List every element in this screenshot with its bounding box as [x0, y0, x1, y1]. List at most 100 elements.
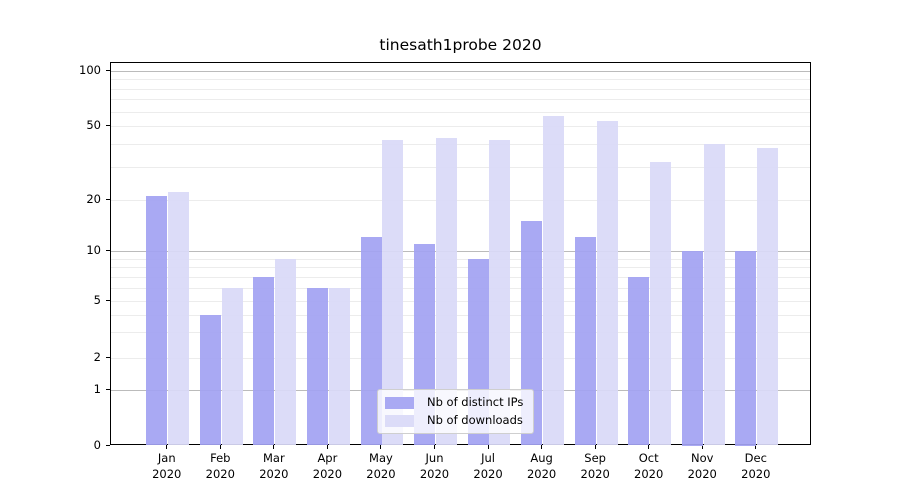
x-tick-label-month: Mar	[262, 451, 285, 465]
chart-title: tinesath1probe 2020	[379, 36, 542, 54]
x-tick-label: Dec 2020	[724, 450, 788, 482]
y-tick-mark	[106, 300, 110, 301]
x-tick-label-year: 2020	[687, 467, 717, 481]
x-tick-mark	[541, 445, 543, 449]
y-tick-mark	[106, 444, 110, 446]
x-tick-label-month: Dec	[744, 451, 767, 465]
x-tick-label: Jun 2020	[403, 450, 467, 482]
gridline-minor	[111, 332, 810, 334]
y-tick-label: 0	[93, 437, 101, 452]
x-tick-label-year: 2020	[741, 467, 771, 481]
gridline-minor	[111, 88, 810, 90]
gridline-minor	[111, 314, 810, 316]
x-tick-label-month: Sep	[584, 451, 606, 465]
legend-label-downloads: Nb of downloads	[427, 413, 523, 427]
x-tick-label-month: Jan	[157, 451, 176, 465]
x-tick-label-month: Feb	[210, 451, 231, 465]
bar-distinct-ips	[146, 195, 168, 446]
x-tick-label-month: Nov	[691, 451, 714, 465]
gridline-minor	[111, 79, 810, 81]
y-tick-label: 1	[93, 382, 101, 396]
bar-downloads	[275, 258, 297, 446]
gridline-minor	[111, 301, 810, 302]
bar-distinct-ips	[253, 276, 275, 446]
x-tick-label-month: Jul	[481, 451, 495, 465]
y-tick-label: 5	[93, 293, 101, 307]
bar-downloads	[382, 139, 404, 446]
x-tick-mark	[434, 445, 435, 449]
bar-distinct-ips	[199, 314, 221, 446]
x-tick-label-month: Jun	[425, 451, 444, 465]
gridline-minor	[111, 199, 810, 201]
gridline-minor	[111, 267, 810, 269]
bar-downloads	[596, 121, 618, 446]
bar-distinct-ips	[735, 251, 757, 446]
bar-distinct-ips	[628, 276, 650, 446]
x-tick-label: May 2020	[349, 450, 413, 482]
x-tick-mark	[487, 445, 489, 449]
bar-distinct-ips	[360, 237, 382, 446]
x-tick-mark	[273, 445, 275, 449]
legend-label-distinct-ips: Nb of distinct IPs	[427, 395, 524, 409]
bar-distinct-ips	[307, 287, 328, 446]
x-tick-label: Oct 2020	[617, 450, 681, 482]
bar-downloads	[435, 138, 457, 446]
y-tick-label: 10	[86, 243, 101, 257]
gridline-major	[111, 71, 810, 72]
y-tick-label: 2	[93, 349, 101, 364]
x-tick-label: Mar 2020	[242, 450, 306, 482]
legend: Nb of distinct IPs Nb of downloads	[377, 389, 535, 434]
gridline-minor	[111, 99, 810, 101]
x-tick-label: Feb 2020	[188, 450, 252, 482]
y-tick-mark	[106, 125, 110, 126]
bar-downloads	[328, 287, 350, 446]
x-tick-mark	[326, 445, 328, 449]
gridline-minor	[111, 126, 810, 127]
y-tick-mark	[106, 250, 110, 251]
y-tick-label: 100	[79, 63, 101, 77]
gridline-minor	[111, 166, 810, 168]
x-tick-label-year: 2020	[366, 467, 396, 481]
x-tick-mark	[594, 445, 596, 449]
bar-downloads	[757, 148, 779, 446]
x-tick-label-month: Aug	[530, 451, 553, 465]
gridline-major	[111, 251, 810, 252]
y-tick-mark	[106, 70, 110, 71]
bar-downloads	[221, 287, 243, 446]
legend-item-distinct-ips: Nb of distinct IPs	[385, 396, 523, 409]
legend-swatch-downloads	[385, 414, 414, 427]
bar-downloads	[543, 115, 564, 446]
plot-area	[110, 62, 811, 446]
x-tick-label: Nov 2020	[670, 450, 734, 482]
x-tick-mark	[755, 445, 757, 449]
x-tick-label-year: 2020	[152, 467, 182, 481]
bar-downloads	[650, 161, 672, 446]
y-tick-mark	[106, 356, 110, 358]
x-tick-label-year: 2020	[205, 467, 235, 481]
y-tick-mark	[106, 198, 110, 200]
x-tick-label-year: 2020	[259, 467, 289, 481]
gridline-minor	[111, 287, 810, 289]
bar-distinct-ips	[574, 237, 596, 446]
x-tick-label-year: 2020	[634, 467, 664, 481]
bar-downloads	[703, 143, 725, 446]
x-tick-label-month: Apr	[317, 451, 338, 465]
bar-downloads	[489, 139, 511, 446]
x-tick-mark	[648, 445, 650, 449]
x-tick-label: Jan 2020	[135, 450, 199, 482]
y-tick-label: 50	[86, 118, 101, 132]
gridline-minor	[111, 357, 810, 359]
bar-downloads	[168, 191, 190, 446]
x-tick-label: Jul 2020	[456, 450, 520, 482]
y-tick-label: 20	[86, 191, 101, 206]
x-tick-label-year: 2020	[526, 467, 557, 481]
legend-swatch-distinct-ips	[385, 396, 414, 409]
x-tick-label: Aug 2020	[510, 450, 574, 482]
gridline-minor	[111, 276, 810, 278]
gridline-minor	[111, 258, 810, 260]
x-tick-mark	[380, 445, 382, 449]
x-tick-label-month: May	[369, 451, 393, 465]
x-tick-label: Sep 2020	[563, 450, 627, 482]
legend-item-downloads: Nb of downloads	[385, 414, 523, 427]
